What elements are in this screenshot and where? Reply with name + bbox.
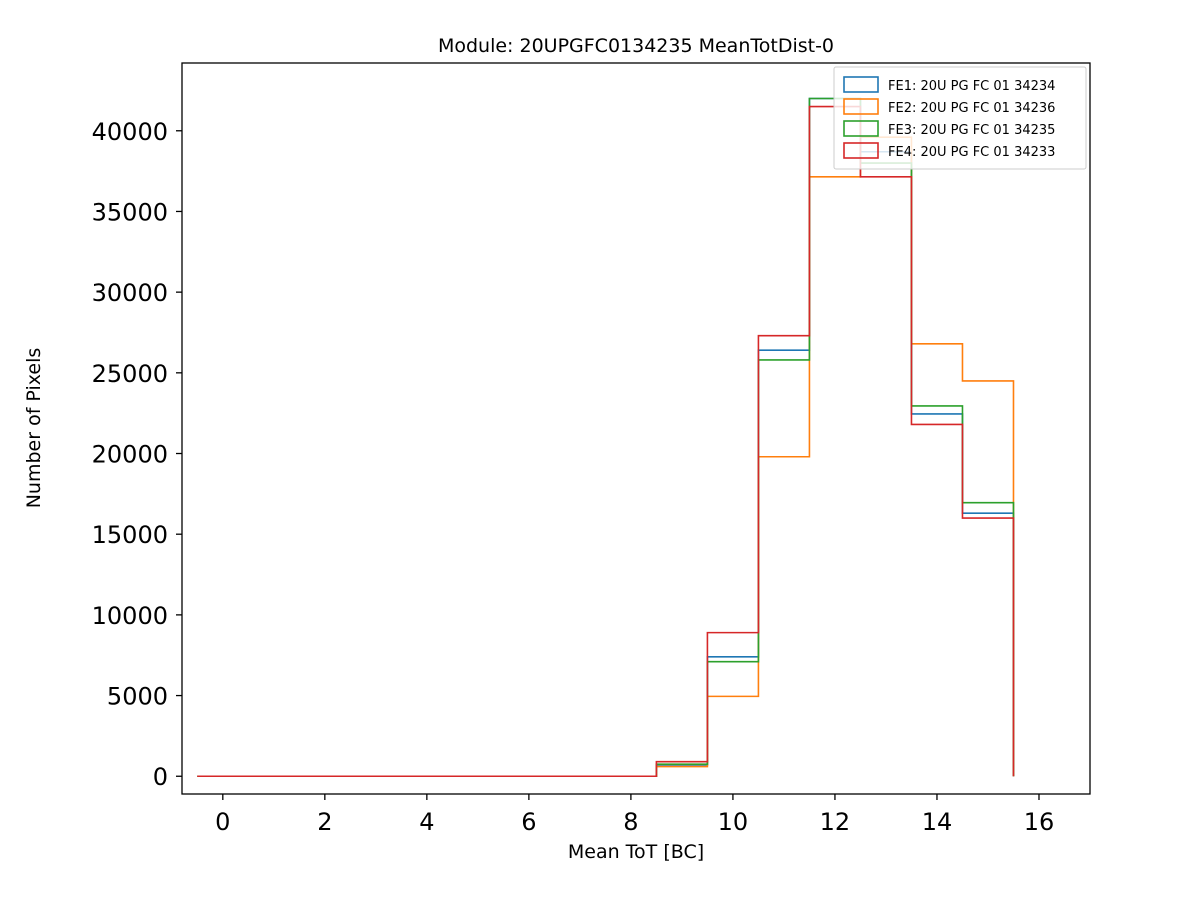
y-tick-label: 15000 (92, 521, 168, 549)
y-tick-label: 40000 (92, 118, 168, 146)
x-tick-label: 10 (718, 808, 749, 836)
histogram-series-3 (197, 97, 1015, 778)
x-tick-label: 0 (215, 808, 230, 836)
chart-title: Module: 20UPGFC0134235 MeanTotDist-0 (438, 35, 834, 57)
x-tick-label: 12 (820, 808, 851, 836)
histogram-series-1 (197, 97, 1015, 778)
legend-swatch-1 (843, 76, 879, 93)
legend-label-4: FE4: 20U PG FC 01 34233 (888, 145, 1055, 160)
x-tick-label: 4 (419, 808, 434, 836)
legend-label-1: FE1: 20U PG FC 01 34234 (888, 79, 1055, 94)
legend-frame (833, 66, 1087, 170)
y-tick-label: 5000 (107, 683, 168, 711)
legend-swatch-4 (843, 142, 879, 159)
legend: FE1: 20U PG FC 01 34234 FE2: 20U PG FC 01… (833, 66, 1087, 170)
y-tick-label: 10000 (92, 602, 168, 630)
x-tick-label: 8 (623, 808, 638, 836)
y-axis-ticks: 0 5000 10000 15000 20000 25000 30000 35000 40000 (92, 118, 182, 791)
x-axis-ticks: 0 2 4 6 8 10 12 14 16 (215, 794, 1054, 836)
x-axis-label: Mean ToT [BC] (568, 841, 704, 863)
x-tick-label: 6 (521, 808, 536, 836)
x-tick-label: 2 (317, 808, 332, 836)
x-tick-label: 14 (922, 808, 953, 836)
legend-label-2: FE2: 20U PG FC 01 34236 (888, 101, 1055, 116)
legend-swatch-3 (843, 120, 879, 137)
y-axis-label: Number of Pixels (23, 348, 45, 509)
x-tick-label: 16 (1024, 808, 1055, 836)
histogram-series-2 (197, 136, 1015, 778)
histogram-series-group (197, 97, 1015, 778)
axes-frame (181, 62, 1091, 795)
y-tick-label: 35000 (92, 198, 168, 226)
y-tick-label: 0 (153, 763, 168, 791)
histogram-series-4 (197, 105, 1015, 778)
y-tick-label: 20000 (92, 441, 168, 469)
y-tick-label: 25000 (92, 360, 168, 388)
y-tick-label: 30000 (92, 279, 168, 307)
legend-label-3: FE3: 20U PG FC 01 34235 (888, 123, 1055, 138)
legend-swatch-2 (843, 98, 879, 115)
